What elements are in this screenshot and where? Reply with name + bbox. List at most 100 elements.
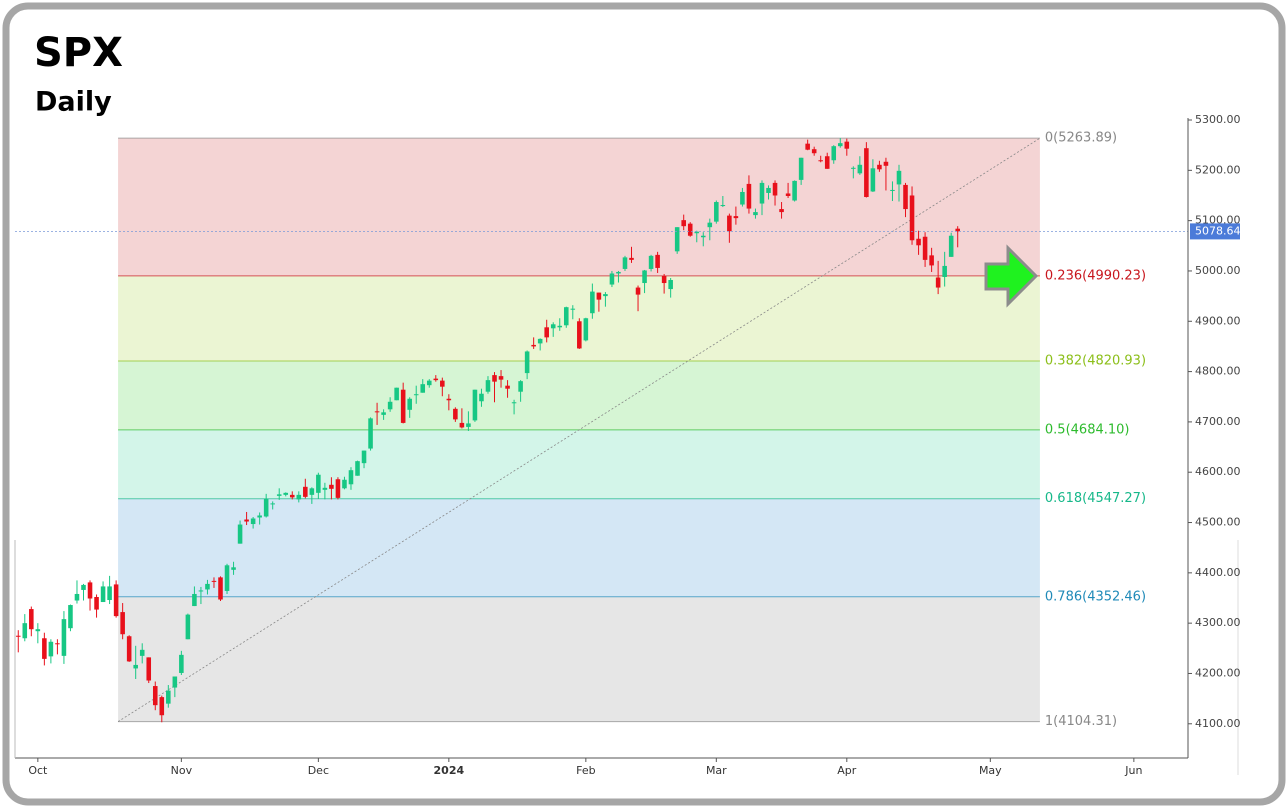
candle-body <box>296 494 302 500</box>
candle-body <box>387 401 393 410</box>
candle-body <box>531 344 536 347</box>
candle-body <box>798 157 804 180</box>
candle-body <box>916 238 921 246</box>
x-tick-label: Apr <box>837 764 857 777</box>
candle-body <box>231 567 236 570</box>
candle-body <box>94 596 99 610</box>
candle-body <box>518 381 523 392</box>
candle-body <box>492 375 497 382</box>
candle-body <box>635 287 641 295</box>
y-tick-label: 4700.00 <box>1195 415 1241 428</box>
candle-body <box>87 582 93 599</box>
candle-body <box>700 235 706 238</box>
candle-body <box>720 205 726 207</box>
candle-body <box>172 676 178 688</box>
last-price-box <box>1190 223 1240 240</box>
candle-body <box>557 325 563 328</box>
x-tick-label: Feb <box>576 764 595 777</box>
candle-body <box>759 182 765 204</box>
y-tick-label: 5000.00 <box>1195 264 1241 277</box>
y-tick-label: 4500.00 <box>1195 516 1241 529</box>
y-tick-label: 4300.00 <box>1195 616 1241 629</box>
fib-zone <box>118 361 1040 430</box>
candle-body <box>283 492 289 495</box>
candle-body <box>68 605 73 629</box>
candle-body <box>433 378 439 381</box>
candle-body <box>139 649 145 656</box>
candle-body <box>459 422 465 428</box>
candle-body <box>322 487 328 490</box>
y-tick-label: 5200.00 <box>1195 163 1241 176</box>
candle-body <box>687 223 693 236</box>
candle-body <box>694 231 700 234</box>
y-tick-label: 4200.00 <box>1195 666 1241 679</box>
candle-body <box>583 318 589 341</box>
y-tick-label: 4400.00 <box>1195 566 1241 579</box>
fib-zone <box>118 138 1040 276</box>
candle-body <box>903 184 908 210</box>
candle-body <box>152 686 158 706</box>
candle-body <box>707 222 713 228</box>
fib-label: 0.236(4990.23) <box>1045 268 1146 283</box>
candle-body <box>270 503 275 505</box>
candle-body <box>524 351 530 374</box>
candle-body <box>890 189 895 191</box>
candle-body <box>368 418 373 449</box>
candle-body <box>883 161 889 166</box>
candle-body <box>909 195 915 241</box>
candle-body <box>374 411 380 413</box>
candle-body <box>309 488 315 495</box>
candle-body <box>440 380 445 387</box>
x-tick-label: May <box>979 764 1002 777</box>
candle-body <box>746 183 752 209</box>
candle-body <box>727 215 732 232</box>
y-tick-label: 4900.00 <box>1195 314 1241 327</box>
x-tick-label: Jun <box>1124 764 1142 777</box>
candle-body <box>642 270 647 284</box>
candle-body <box>159 697 165 716</box>
last-price-label: 5078.64 <box>1195 224 1241 237</box>
candle-body <box>335 479 341 498</box>
y-tick-label: 4800.00 <box>1195 365 1241 378</box>
y-tick-label: 4600.00 <box>1195 465 1241 478</box>
candle-body <box>648 255 654 269</box>
candle-body <box>505 385 510 389</box>
candle-body <box>714 202 719 222</box>
candle-body <box>955 228 960 232</box>
candle-body <box>550 324 556 329</box>
fib-label: 0.5(4684.10) <box>1045 422 1130 437</box>
x-tick-label: Oct <box>28 764 48 777</box>
candle-body <box>609 273 615 285</box>
candle-body <box>655 254 660 268</box>
candle-body <box>211 580 217 582</box>
candle-body <box>896 170 902 185</box>
candle-body <box>120 612 125 635</box>
arrow <box>984 244 1039 308</box>
candle-body <box>218 577 223 600</box>
candle-body <box>596 292 602 300</box>
candle-body <box>577 321 582 349</box>
plot-area: 0(5263.89) 0.236(4990.23) 0.382(4820.93) 0.… <box>15 131 1188 729</box>
candle-body <box>29 609 34 630</box>
fib-label: 0.382(4820.93) <box>1045 354 1146 369</box>
y-tick-label: 4100.00 <box>1195 717 1241 730</box>
candle-body <box>792 180 797 201</box>
candle-body <box>361 450 367 464</box>
candle-body <box>355 461 360 476</box>
candle-body <box>570 308 576 310</box>
candle-body <box>766 187 771 193</box>
candle-body <box>107 586 112 601</box>
x-tick-label: Nov <box>171 764 193 777</box>
candle-body <box>661 275 667 284</box>
candle-body <box>407 398 412 410</box>
candle-body <box>805 143 810 150</box>
candle-body <box>81 584 86 590</box>
y-tick-label: 5300.00 <box>1195 113 1241 126</box>
candle-body <box>733 216 739 219</box>
candle-body <box>479 393 484 402</box>
candle-body <box>316 474 321 493</box>
candle-body <box>831 146 837 161</box>
candle-body <box>824 156 830 169</box>
x-tick-label: Dec <box>308 764 329 777</box>
candle-body <box>381 412 386 415</box>
